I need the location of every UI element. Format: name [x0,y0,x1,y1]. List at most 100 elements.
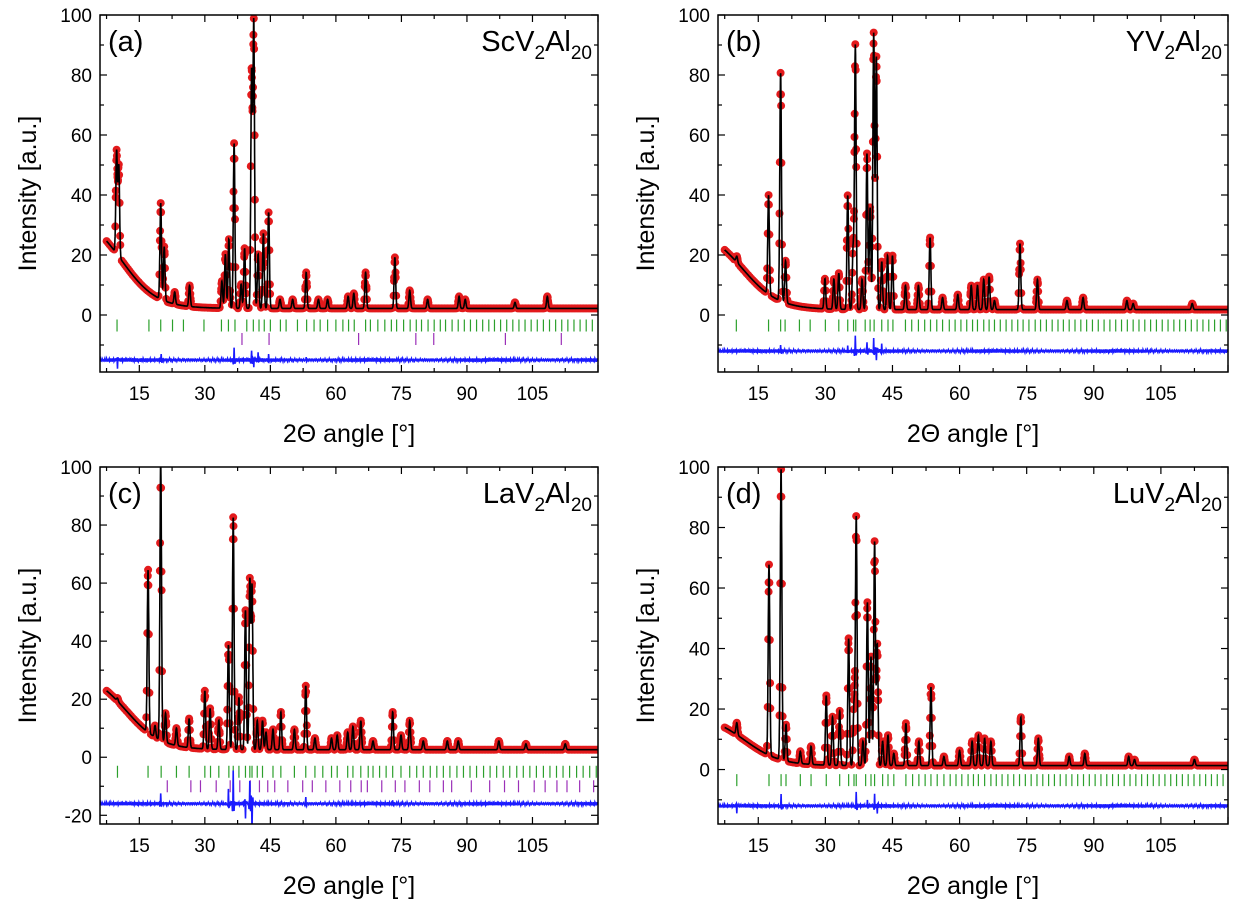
y-tick-label: 60 [71,126,92,147]
x-tick-label: 75 [1016,384,1037,405]
y-tick-label: 100 [678,6,710,27]
x-tick-label: 45 [260,384,281,405]
x-tick-label: 60 [325,384,346,405]
x-tick-label: 105 [1145,836,1177,857]
observed-point [157,458,165,466]
x-tick-label: 15 [748,384,769,405]
compound-label: YV2Al20 [1126,26,1222,64]
x-tick-label: 105 [517,836,549,857]
difference-curve [718,791,1228,814]
y-tick-label: 40 [71,632,92,653]
x-tick-label: 45 [260,836,281,857]
observed-point [230,139,239,148]
y-axis-title: Intensity [a.u.] [632,568,660,724]
y-tick-label: 60 [689,579,710,600]
compound-label: ScV2Al20 [481,26,592,64]
y-tick-label: 80 [71,516,92,537]
x-tick-label: 90 [1083,384,1104,405]
difference-curve [718,335,1228,361]
plot-frame [717,466,1229,825]
y-tick-label: 80 [71,66,92,87]
y-tick-label: 20 [71,690,92,711]
plot-frame [99,466,599,825]
y-tick-label: 40 [689,640,710,661]
calculated-curve [106,467,598,751]
x-tick-label: 45 [882,384,903,405]
x-tick-label: 45 [882,836,903,857]
panel-b: 15 30 45 60 75 90 105 0 20 40 60 80 100 2Θ angle [°] I… [632,6,1229,448]
y-tick-label: -20 [65,806,92,827]
x-tick-label: 60 [949,836,970,857]
x-axis-title: 2Θ angle [°] [907,420,1039,448]
x-tick-label: 60 [949,384,970,405]
y-tick-label: 100 [678,458,710,479]
x-tick-label: 30 [194,836,215,857]
calculated-curve [723,32,1228,311]
observed-point [764,191,773,200]
panel-tag: (c) [108,478,142,510]
y-tick-label: 20 [71,246,92,267]
plot-area [718,467,1228,814]
y-tick-label: 40 [689,186,710,207]
y-tick-label: 0 [81,748,92,769]
observed-point [144,565,153,574]
x-tick-label: 90 [1083,836,1104,857]
difference-curve [100,770,598,824]
panel-d: 15 30 45 60 75 90 105 0 20 40 60 80 100 2Θ angle [°] I… [632,458,1229,900]
calculated-curve [105,17,598,310]
observed-series [720,28,1228,314]
y-tick-label: 0 [81,306,92,327]
calculated-curve [724,469,1228,767]
x-axis-title: 2Θ angle [°] [907,872,1039,900]
x-axis-title: 2Θ angle [°] [283,872,415,900]
observed-point [851,40,860,49]
panel-tag: (b) [726,26,761,58]
y-tick-label: 20 [689,246,710,267]
x-tick-label: 15 [129,384,150,405]
y-tick-label: 60 [71,574,92,595]
x-tick-label: 15 [129,836,150,857]
y-tick-label: 80 [689,66,710,87]
x-tick-label: 75 [391,384,412,405]
compound-label: LuV2Al20 [1113,478,1222,516]
y-tick-label: 20 [689,700,710,721]
x-tick-label: 30 [815,836,836,857]
y-axis-title: Intensity [a.u.] [632,116,660,272]
x-axis-title: 2Θ angle [°] [283,420,415,448]
y-tick-label: 100 [60,458,92,479]
plot-area [100,458,598,824]
y-tick-label: 60 [689,126,710,147]
x-tick-label: 90 [456,384,477,405]
x-tick-label: 30 [194,384,215,405]
y-tick-label: 80 [689,519,710,540]
plot-frame [99,14,599,373]
y-tick-label: 40 [71,186,92,207]
y-tick-label: 0 [699,761,710,782]
observed-series [102,15,598,313]
plot-frame [717,14,1229,373]
panel-c: 15 30 45 60 75 90 105 -20 0 20 40 60 80 100 2Θ angle [… [14,458,599,900]
panel-a: 15 30 45 60 75 90 105 0 20 40 60 80 100 2Θ angle [°] I… [14,6,599,448]
x-tick-label: 30 [815,384,836,405]
y-axis-title: Intensity [a.u.] [14,568,42,724]
observed-series [720,467,1228,770]
x-tick-label: 75 [391,836,412,857]
x-tick-label: 105 [517,384,549,405]
y-axis-title: Intensity [a.u.] [14,116,42,272]
panel-tag: (a) [108,26,143,58]
plot-area [100,15,598,369]
x-tick-label: 105 [1145,384,1177,405]
x-tick-label: 90 [456,836,477,857]
observed-point [229,513,238,522]
panel-tag: (d) [726,478,761,510]
plot-area [718,28,1228,361]
compound-label: LaV2Al20 [483,478,592,516]
x-tick-label: 15 [748,836,769,857]
x-tick-label: 75 [1016,836,1037,857]
observed-point [776,68,785,77]
x-tick-label: 60 [325,836,346,857]
y-tick-label: 100 [60,6,92,27]
difference-curve [100,347,598,369]
y-tick-label: 0 [699,306,710,327]
